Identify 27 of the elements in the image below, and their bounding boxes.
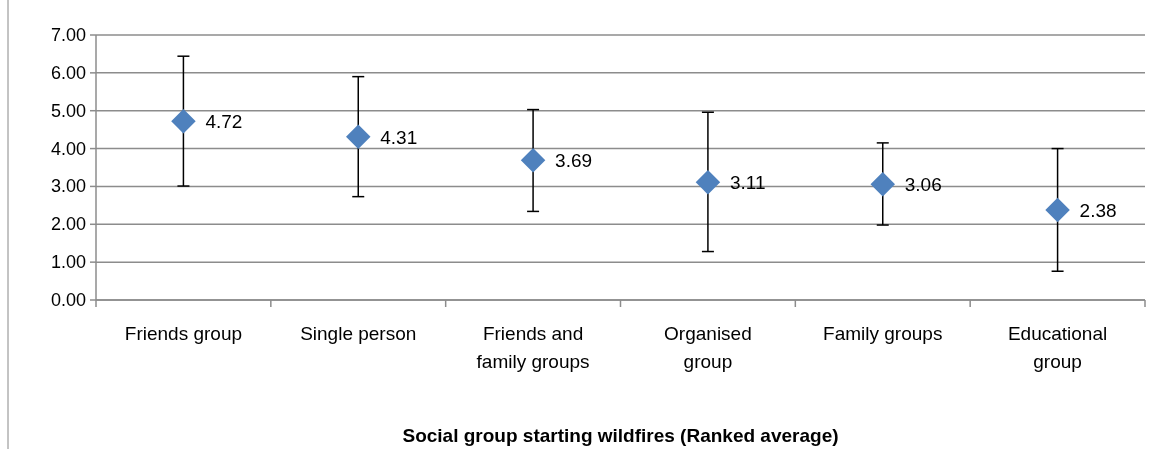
x-tick-label: Friends group [124, 323, 243, 344]
y-tick-label: 4.00 [50, 138, 86, 159]
y-tick-label: 1.00 [50, 252, 86, 273]
y-tick-label: 5.00 [50, 100, 86, 121]
x-tick-label: Organised group [664, 323, 752, 372]
x-axis-title: Social group starting wildfires (Ranked average) [402, 425, 839, 446]
data-label: 4.72 [205, 111, 243, 133]
point [171, 109, 196, 134]
data-label: 3.69 [555, 150, 593, 172]
point [695, 170, 721, 195]
x-tick-label: Single person [300, 323, 417, 344]
x-tick-label: Educational group [1007, 323, 1108, 372]
data-label: 4.31 [380, 126, 418, 148]
x-tick-label: Family groups [823, 323, 943, 344]
data-label: 3.06 [904, 174, 942, 196]
y-tick-label: 0.00 [50, 290, 86, 310]
point [346, 124, 371, 150]
data-label: 3.11 [729, 172, 766, 194]
data-label: 2.38 [1079, 199, 1117, 221]
x-tick-label: Friends and family groups [476, 323, 590, 372]
point [870, 171, 895, 197]
y-tick-label: 7.00 [50, 25, 86, 45]
point [1045, 197, 1070, 223]
y-tick-label: 2.00 [50, 214, 86, 235]
y-tick-label: 6.00 [50, 62, 86, 83]
y-tick-label: 3.00 [50, 176, 86, 197]
point [520, 148, 546, 173]
